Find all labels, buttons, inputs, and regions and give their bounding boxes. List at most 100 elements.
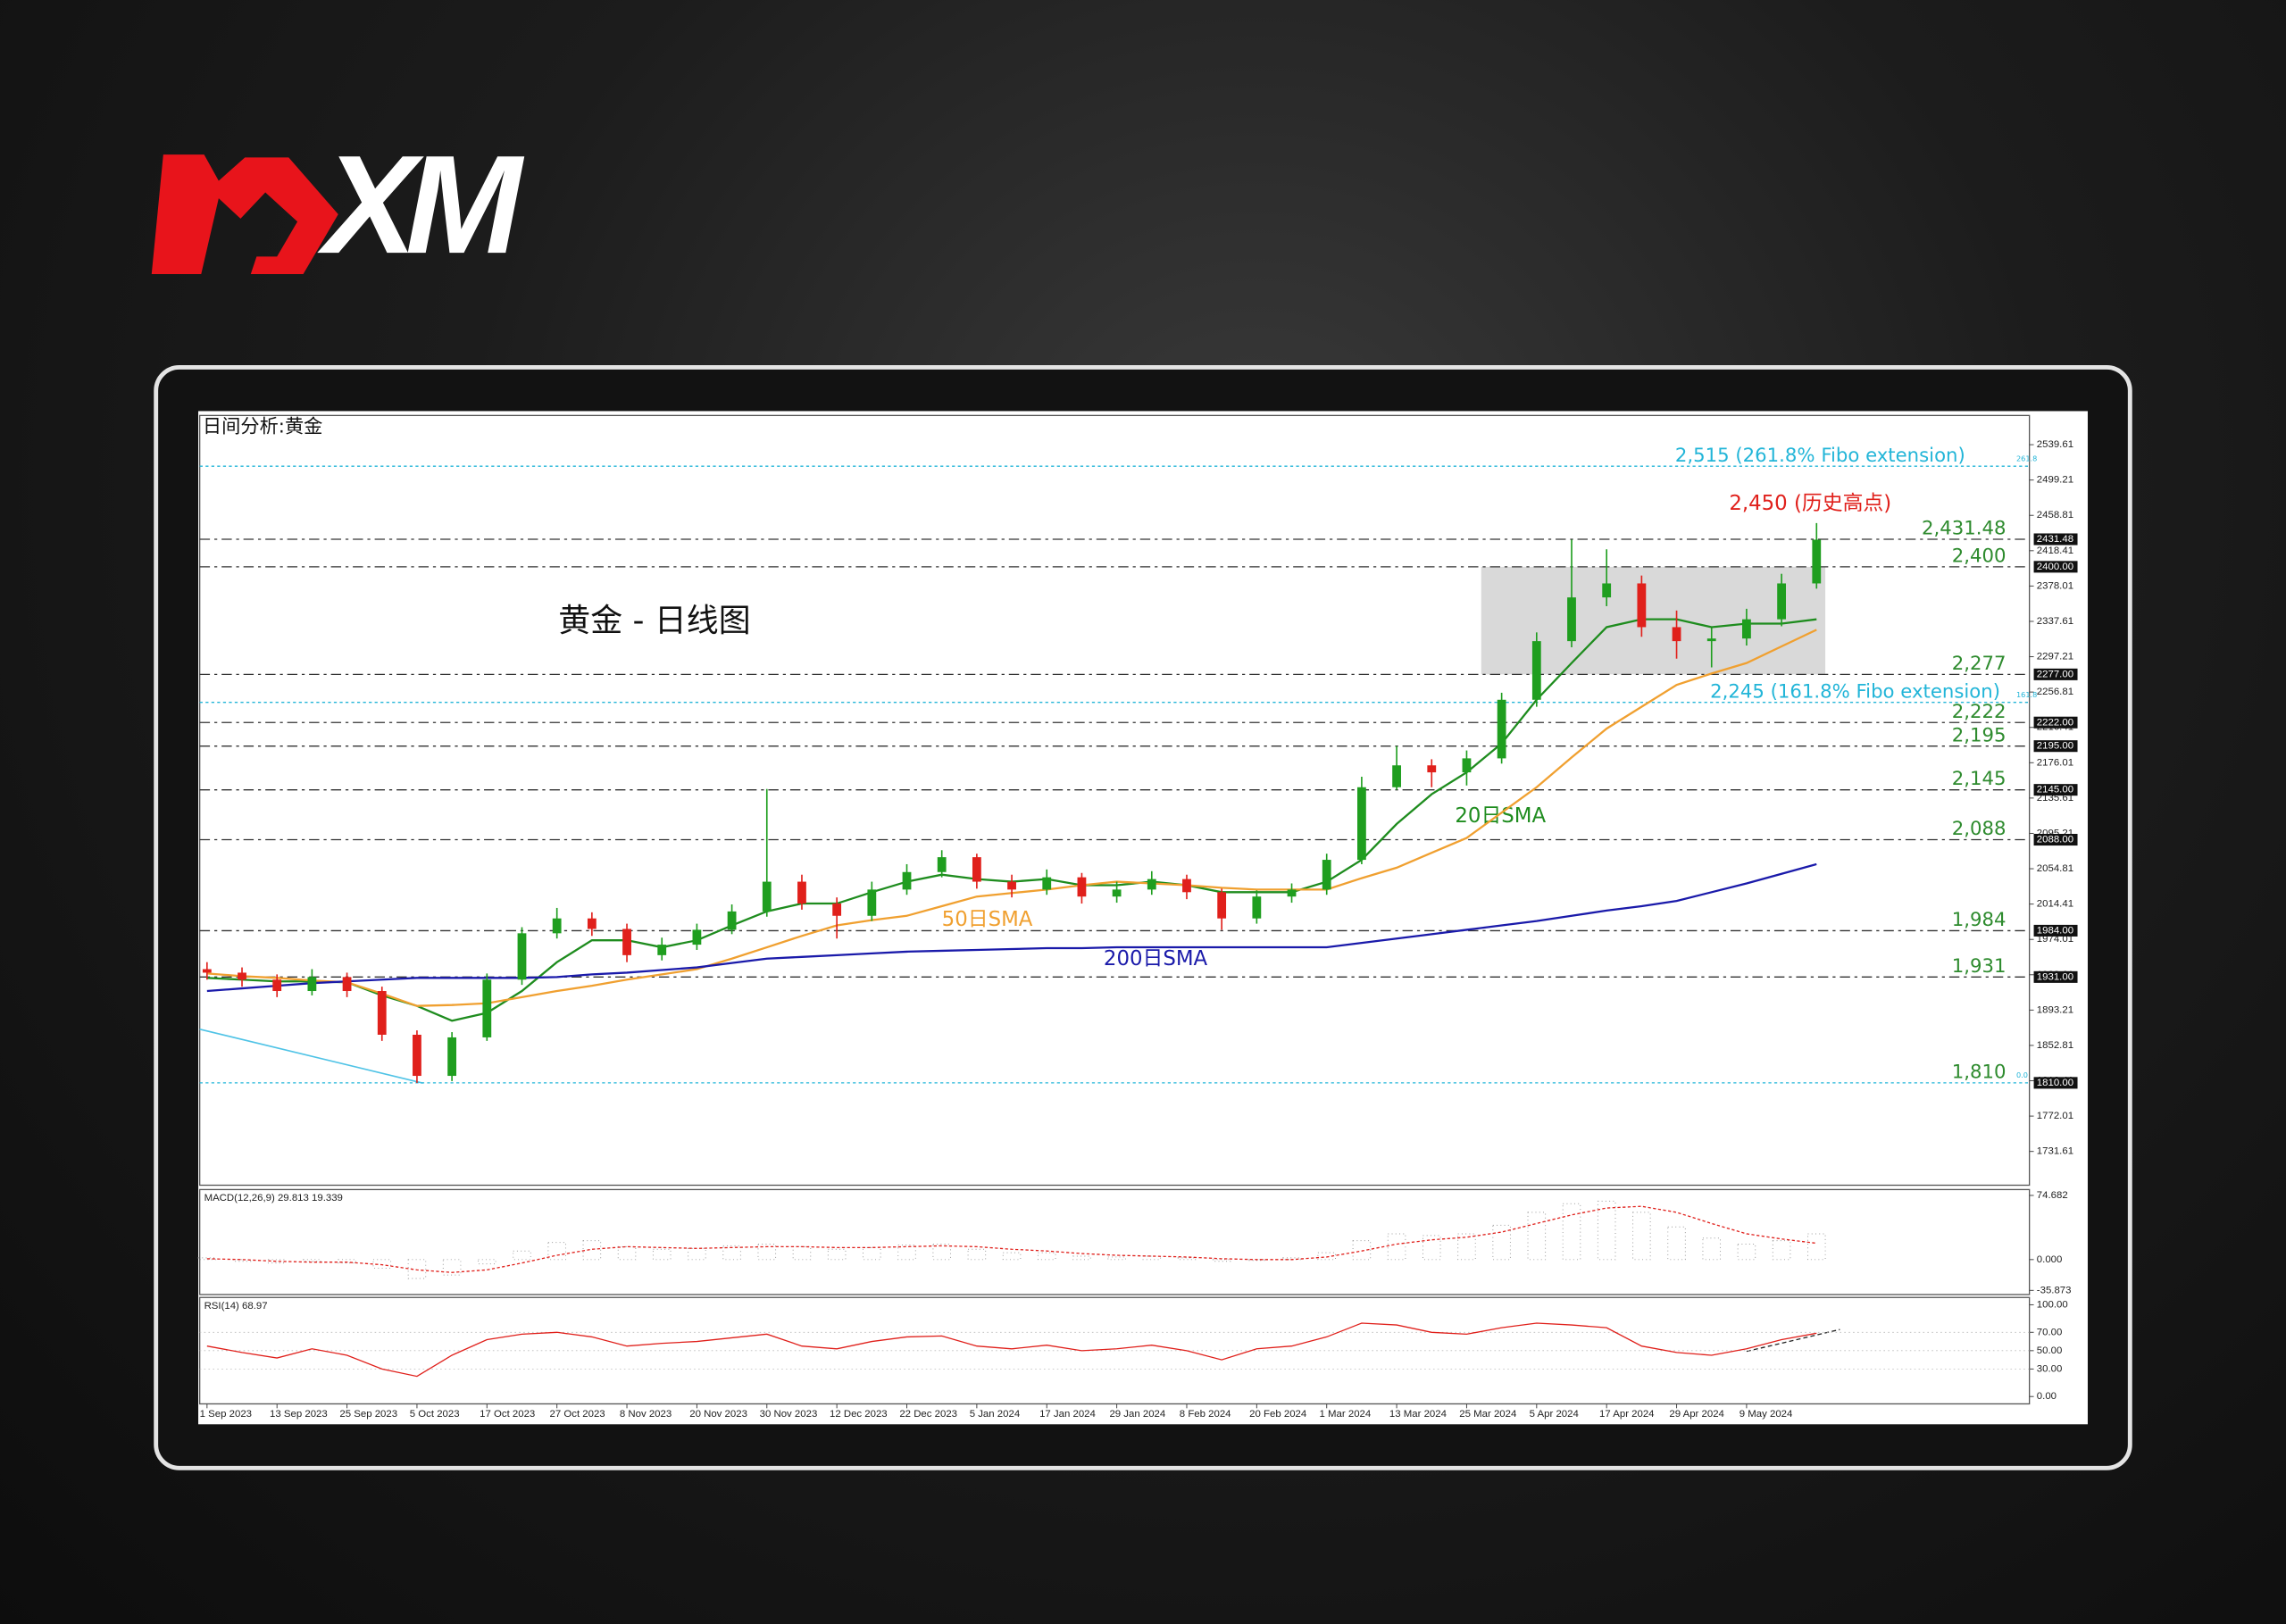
- macd-bar: [547, 1242, 566, 1261]
- candle-body: [657, 945, 667, 955]
- indicator-title: MACD(12,26,9) 29.813 19.339: [204, 1193, 343, 1203]
- fibo-tag: 161.8: [2016, 690, 2037, 699]
- x-tick-label: 5 Jan 2024: [970, 1409, 1021, 1420]
- macd-bar: [1247, 1259, 1266, 1262]
- axis-box: [2033, 784, 2078, 796]
- candle-body: [1462, 758, 1472, 773]
- candle-body: [1287, 889, 1297, 897]
- level-label: 2,400: [1952, 545, 2007, 567]
- candle-body: [1637, 583, 1647, 628]
- x-tick-label: 9 May 2024: [1740, 1409, 1793, 1420]
- macd-bar: [1142, 1255, 1162, 1261]
- x-tick-label: 17 Jan 2024: [1039, 1409, 1096, 1420]
- x-tick-label: 29 Jan 2024: [1109, 1409, 1165, 1420]
- y-tick-label: 2418.41: [2037, 545, 2073, 556]
- level-label: 1,810: [1952, 1061, 2007, 1083]
- axis-box-label: 2400.00: [2037, 562, 2073, 572]
- chart-area: [198, 411, 2088, 1425]
- x-tick-label: 5 Oct 2023: [410, 1409, 460, 1420]
- chart-subtitle: 黄金 - 日线图: [558, 603, 750, 639]
- y-tick-label: 1974.01: [2037, 934, 2073, 945]
- annotation: 2,450 (历史高点): [1729, 492, 1891, 515]
- x-tick-label: 20 Feb 2024: [1249, 1409, 1307, 1420]
- indicator-tick-label: 70.00: [2037, 1327, 2063, 1337]
- candle-body: [1252, 896, 1262, 919]
- indicator-tick-label: 0.000: [2037, 1254, 2063, 1265]
- axis-box-label: 2431.48: [2037, 534, 2073, 545]
- main-pane: [199, 414, 2031, 1187]
- macd-bar: [932, 1244, 951, 1261]
- y-tick-label: 2054.81: [2037, 863, 2073, 874]
- rsi-line: [206, 1322, 1817, 1378]
- x-tick-label: 30 Nov 2023: [760, 1409, 818, 1420]
- candle-body: [552, 918, 562, 934]
- x-tick-label: 17 Apr 2024: [1599, 1409, 1655, 1420]
- axis-box: [2033, 970, 2078, 983]
- level-label: 2,245 (161.8% Fibo extension): [1710, 680, 2000, 703]
- level-label: 2,088: [1952, 818, 2007, 840]
- macd-bar: [372, 1259, 392, 1269]
- candle-body: [482, 979, 492, 1037]
- y-tick-label: 2458.81: [2037, 510, 2073, 521]
- y-tick-label: 2256.81: [2037, 687, 2073, 697]
- macd-bar: [1492, 1224, 1511, 1261]
- axis-box: [2033, 833, 2078, 846]
- macd-bar: [582, 1240, 602, 1261]
- axis-box: [2033, 716, 2078, 729]
- macd-pane: [199, 1188, 2031, 1295]
- x-tick-label: 22 Dec 2023: [899, 1409, 957, 1420]
- y-tick-label: 1772.01: [2037, 1111, 2073, 1121]
- x-tick-label: 25 Sep 2023: [339, 1409, 397, 1420]
- level-label: 1,931: [1952, 955, 2007, 978]
- level-label: 2,277: [1952, 653, 2007, 675]
- x-tick-label: 13 Mar 2024: [1389, 1409, 1448, 1420]
- candle-body: [1777, 583, 1786, 620]
- axis-box: [2033, 740, 2078, 753]
- x-tick-label: 1 Mar 2024: [1320, 1409, 1372, 1420]
- candle-body: [937, 857, 947, 872]
- y-tick-label: 2337.61: [2037, 616, 2073, 627]
- candle-body: [1742, 619, 1751, 639]
- macd-bar: [1667, 1226, 1686, 1261]
- candle-body: [1007, 881, 1016, 890]
- axis-box: [2033, 668, 2078, 680]
- candle-body: [1182, 879, 1191, 893]
- x-tick-label: 8 Nov 2023: [620, 1409, 672, 1420]
- macd-bar: [478, 1259, 496, 1265]
- candle-body: [1217, 892, 1227, 919]
- candle-body: [1147, 879, 1156, 890]
- candle-body: [272, 979, 282, 992]
- indicator-tick-label: 30.00: [2037, 1363, 2063, 1374]
- sma-line: [206, 862, 1817, 993]
- axis-box-label: 2088.00: [2037, 835, 2073, 845]
- x-tick-label: 17 Oct 2023: [480, 1409, 535, 1420]
- x-tick-label: 29 Apr 2024: [1669, 1409, 1724, 1420]
- candle-body: [1427, 765, 1437, 773]
- x-tick-label: 8 Feb 2024: [1180, 1409, 1231, 1420]
- candle-body: [1531, 641, 1541, 700]
- candle-body: [1357, 787, 1366, 861]
- x-tick-label: 20 Nov 2023: [689, 1409, 747, 1420]
- indicator-tick-label: 100.00: [2037, 1299, 2068, 1310]
- x-tick-label: 1 Sep 2023: [200, 1409, 252, 1420]
- macd-bar: [1072, 1255, 1091, 1261]
- axis-box-label: 1810.00: [2037, 1078, 2073, 1088]
- y-tick-label: 1731.61: [2037, 1146, 2073, 1157]
- level-label: 2,515 (261.8% Fibo extension): [1675, 445, 1965, 467]
- y-tick-label: 2378.01: [2037, 580, 2073, 591]
- axis-box: [2033, 533, 2078, 545]
- candle-body: [447, 1037, 457, 1077]
- macd-bar: [1352, 1240, 1372, 1261]
- y-tick-label: 1893.21: [2037, 1004, 2073, 1015]
- indicator-title: RSI(14) 68.97: [204, 1301, 268, 1312]
- y-tick-label: 1852.81: [2037, 1040, 2073, 1051]
- level-label: 2,145: [1952, 768, 2007, 790]
- candle-body: [413, 1035, 421, 1077]
- candle-body: [1077, 877, 1087, 897]
- macd-signal: [206, 1205, 1817, 1273]
- axis-box: [2033, 924, 2078, 937]
- level-label: 2,195: [1952, 724, 2007, 746]
- level-label: 1,984: [1952, 909, 2007, 931]
